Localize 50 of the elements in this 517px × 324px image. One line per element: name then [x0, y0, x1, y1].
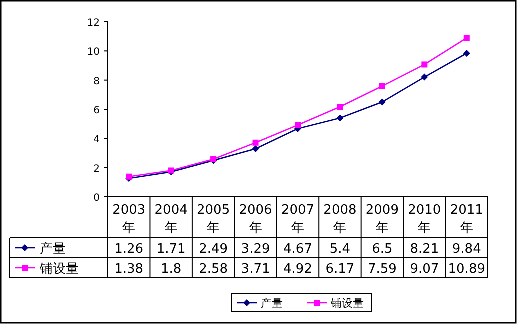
data-label: 4.92 [284, 262, 312, 277]
point [378, 98, 386, 106]
data-label: 9.84 [452, 242, 482, 257]
y-tick-label: 2 [94, 164, 100, 175]
y-tick-label: 10 [87, 47, 100, 58]
data-label: 4.67 [284, 242, 312, 257]
legend-label: 铺设量 [39, 262, 79, 277]
data-label: 7.59 [368, 262, 397, 277]
data-label: 3.71 [241, 262, 270, 277]
x-tick-label: 2010年 [408, 203, 442, 236]
data-label: 1.26 [114, 242, 144, 257]
text: 铺设量 [331, 297, 364, 310]
x-tick-label: 2011年 [450, 203, 484, 236]
y-tick-label: 12 [87, 18, 100, 29]
x-tick-label: 2006年 [239, 203, 272, 236]
y-tick-label: 4 [94, 134, 100, 146]
text: 产量 [261, 297, 283, 310]
data-label: 6.17 [326, 262, 355, 277]
data-label: 9.07 [410, 262, 440, 277]
point [252, 140, 259, 146]
x-tick-label: 2005年 [197, 203, 230, 236]
x-tick-label: 2009年 [366, 203, 399, 236]
y-tick-label: 8 [94, 76, 100, 88]
x-tick-label: 2004年 [154, 203, 188, 236]
point [379, 83, 386, 90]
point [126, 174, 132, 180]
point [337, 104, 344, 110]
data-label: 8.21 [410, 242, 440, 257]
data-label: 6.5 [372, 242, 393, 257]
point [421, 74, 428, 81]
data-label: 2.58 [199, 262, 228, 277]
data-label: 5.4 [330, 242, 351, 257]
point [295, 122, 301, 128]
y-tick-label: 6 [94, 106, 100, 116]
data-label: 1.38 [114, 262, 144, 277]
point [252, 146, 260, 153]
data-label: 2.49 [199, 242, 228, 257]
x-tick-label: 2003年 [112, 203, 146, 236]
x-tick-label: 2007年 [281, 203, 315, 236]
legend-label: 产量 [40, 242, 66, 257]
data-label: 10.89 [448, 262, 486, 277]
data-label: 1.71 [156, 242, 186, 257]
data-label: 1.8 [160, 262, 182, 277]
point [463, 50, 470, 57]
x-tick-label: 2008年 [324, 203, 357, 236]
data-label: 3.29 [241, 242, 270, 257]
point [336, 114, 344, 122]
point [422, 62, 428, 68]
point [464, 35, 470, 42]
y-tick-label: 0 [94, 193, 100, 204]
